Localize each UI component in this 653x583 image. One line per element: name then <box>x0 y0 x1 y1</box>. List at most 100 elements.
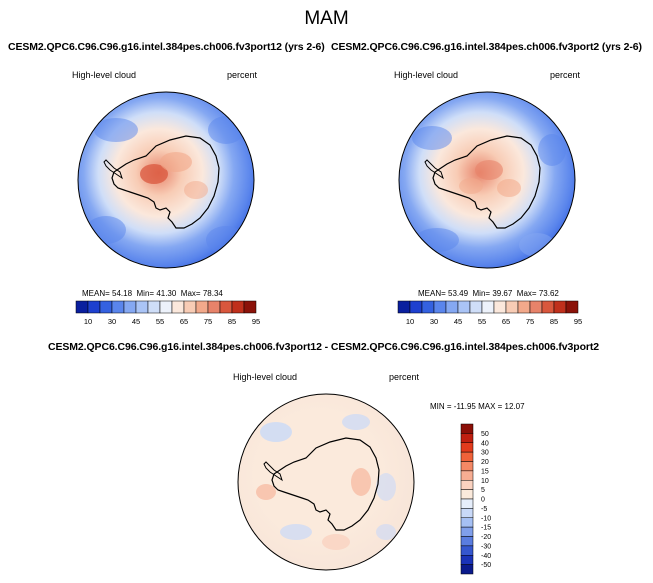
cb3-label-10: -15 <box>481 525 491 532</box>
cb2-label-2: 45 <box>454 317 462 326</box>
cb1-box-13 <box>231 300 245 314</box>
map1-coastline <box>111 135 220 229</box>
cb2-box-14 <box>565 300 579 314</box>
cb1-label-5: 75 <box>204 317 212 326</box>
cb3-box-14 <box>460 555 474 565</box>
cb1-box-8 <box>171 300 185 314</box>
map2-contour-4 <box>538 134 566 166</box>
cb1-box-5 <box>135 300 149 314</box>
cb3-box-3 <box>460 451 474 462</box>
map2-coastline <box>432 135 541 229</box>
cb2-box-5 <box>457 300 471 314</box>
cb1-box-2 <box>99 300 113 314</box>
map2-contour-3 <box>412 126 452 150</box>
cb2-box-3 <box>433 300 447 314</box>
cb2-box-6 <box>469 300 483 314</box>
cb1-box-3 <box>111 300 125 314</box>
cb3-box-1 <box>460 433 474 443</box>
cb1-box-0 <box>75 300 89 314</box>
cb3-box-11 <box>460 526 474 537</box>
cb3-box-5 <box>460 470 474 481</box>
cb1-box-1 <box>87 300 101 314</box>
cb1-box-7 <box>159 300 173 314</box>
panel-1-stats: MEAN= 54.18 Min= 41.30 Max= 78.34 <box>82 289 223 298</box>
cb3-label-4: 15 <box>481 468 489 475</box>
cb2-box-10 <box>517 300 531 314</box>
panel-3-stats: MIN = -11.95 MAX = 12.07 <box>430 402 525 411</box>
cb3-label-8: -5 <box>481 506 487 513</box>
cb3-label-12: -30 <box>481 543 491 550</box>
cb3-box-13 <box>460 545 474 556</box>
map2-boundary <box>398 91 576 269</box>
cb2-label-3: 55 <box>478 317 486 326</box>
cb2-box-9 <box>505 300 519 314</box>
cb3-box-6 <box>460 480 474 490</box>
cb3-box-10 <box>460 517 474 528</box>
cb3-box-0 <box>460 423 474 434</box>
map2-peninsula <box>424 159 444 180</box>
map3-peninsula <box>263 461 283 482</box>
panel-2-map <box>398 91 576 269</box>
cb3-label-1: 40 <box>481 440 489 447</box>
cb2-box-1 <box>409 300 423 314</box>
map3-contour-2 <box>376 473 396 501</box>
cb1-label-3: 55 <box>156 317 164 326</box>
cb3-box-9 <box>460 508 474 518</box>
cb1-label-4: 65 <box>180 317 188 326</box>
map2-contour-2 <box>459 178 483 194</box>
map1-boundary <box>77 91 255 269</box>
map3-contour-5 <box>322 534 350 550</box>
cb1-label-6: 85 <box>228 317 236 326</box>
panel-2-variable: High-level cloud <box>394 70 459 80</box>
cb2-box-0 <box>397 300 411 314</box>
cb1-box-14 <box>243 300 257 314</box>
cb2-label-1: 30 <box>430 317 438 326</box>
cb3-box-7 <box>460 489 474 500</box>
cb2-label-7: 95 <box>574 317 582 326</box>
cb2-box-4 <box>445 300 459 314</box>
panel-1-map <box>77 91 255 269</box>
cb2-box-8 <box>493 300 507 314</box>
cb1-box-4 <box>123 300 137 314</box>
cb1-box-12 <box>219 300 233 314</box>
panel-1-units: percent <box>227 70 258 80</box>
cb1-label-2: 45 <box>132 317 140 326</box>
panel-1-title: CESM2.QPC6.C96.C96.g16.intel.384pes.ch00… <box>8 41 325 53</box>
panel-3-title: CESM2.QPC6.C96.C96.g16.intel.384pes.ch00… <box>48 341 600 353</box>
cb1-label-1: 30 <box>108 317 116 326</box>
map3-contour-1 <box>342 414 370 430</box>
map2-contour-6 <box>519 233 555 257</box>
cb3-label-5: 10 <box>481 478 489 485</box>
cb2-box-13 <box>553 300 567 314</box>
cb3-label-3: 20 <box>481 459 489 466</box>
cb1-label-0: 10 <box>84 317 92 326</box>
map3-contour-3 <box>280 524 312 540</box>
map3-contour-0 <box>260 422 292 442</box>
cb1-box-10 <box>195 300 209 314</box>
cb2-label-0: 10 <box>406 317 414 326</box>
map1-contour-3 <box>94 118 138 142</box>
map2-contour-0 <box>475 160 503 180</box>
panel-3-units: percent <box>389 372 420 382</box>
cb1-label-7: 95 <box>252 317 260 326</box>
cb2-label-4: 65 <box>502 317 510 326</box>
cb1-box-9 <box>183 300 197 314</box>
cb1-box-11 <box>207 300 221 314</box>
cb3-label-6: 5 <box>481 487 485 494</box>
cb3-box-12 <box>460 536 474 547</box>
cb3-label-0: 50 <box>481 431 489 438</box>
panel-1-colorbar: 10 30 45 55 65 75 85 95 <box>75 300 260 326</box>
panel-1-variable: High-level cloud <box>72 70 137 80</box>
map1-peninsula <box>103 159 123 180</box>
panel-2-units: percent <box>550 70 581 80</box>
map1-contour-0 <box>140 164 168 184</box>
map3-contour-6 <box>256 484 276 500</box>
cb2-box-7 <box>481 300 495 314</box>
cb3-label-9: -10 <box>481 515 491 522</box>
panel-2-title: CESM2.QPC6.C96.C96.g16.intel.384pes.ch00… <box>331 41 642 53</box>
map1-contour-6 <box>206 226 246 254</box>
cb3-box-8 <box>460 498 474 509</box>
cb3-label-11: -20 <box>481 534 491 541</box>
map3-boundary <box>237 393 415 571</box>
